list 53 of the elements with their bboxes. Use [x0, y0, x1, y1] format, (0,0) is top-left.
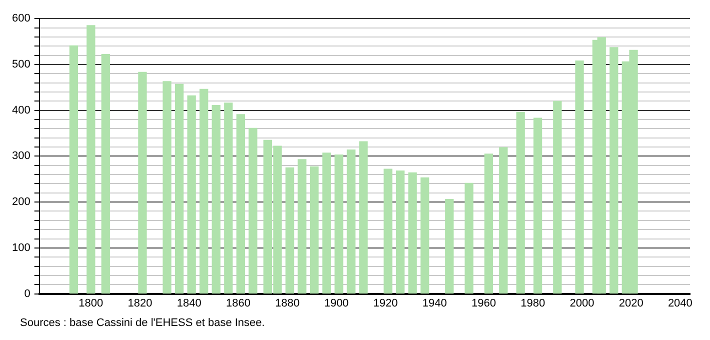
y-tick-label: 500	[12, 58, 30, 70]
y-tick-label: 400	[12, 104, 30, 116]
bar	[420, 177, 430, 294]
bar	[236, 114, 246, 294]
source-note: Sources : base Cassini de l'EHESS et base Insee.	[20, 317, 266, 329]
x-tick-label: 1840	[176, 297, 202, 310]
bar	[575, 60, 584, 294]
bar	[499, 147, 508, 294]
bar	[212, 104, 220, 294]
bar	[224, 102, 233, 294]
bar	[322, 152, 331, 294]
x-tick-label: 2020	[618, 297, 644, 310]
bar	[408, 172, 417, 294]
y-tick-label: 300	[12, 150, 30, 162]
x-tick-label: 1880	[275, 297, 300, 310]
bar	[384, 168, 392, 294]
x-tick-label: 1920	[373, 297, 398, 310]
bar	[187, 95, 196, 294]
bar	[310, 166, 319, 294]
bar	[484, 154, 493, 294]
bar	[101, 54, 110, 294]
bar	[533, 118, 542, 294]
bar	[248, 128, 258, 294]
bar	[69, 45, 78, 294]
bar	[285, 167, 294, 294]
bar	[334, 154, 344, 294]
bar	[138, 72, 147, 294]
bar	[516, 112, 525, 294]
x-tick-label: 1960	[472, 297, 496, 310]
bar	[86, 25, 96, 294]
y-tick-label: 100	[12, 242, 30, 254]
x-tick-label: 1800	[78, 297, 104, 310]
x-tick-label: 1980	[520, 297, 546, 310]
bar	[445, 198, 454, 294]
bar	[200, 88, 208, 294]
bar	[359, 141, 368, 294]
bar	[396, 170, 405, 294]
bar	[174, 84, 184, 294]
x-tick-label: 2040	[668, 297, 692, 310]
x-tick-label: 1900	[324, 297, 349, 310]
x-tick-label: 1940	[422, 297, 447, 310]
bar	[162, 81, 172, 294]
x-tick-label: 1860	[226, 297, 250, 310]
bar	[346, 149, 356, 294]
bar	[298, 159, 306, 294]
bar	[610, 47, 618, 294]
y-tick-label: 0	[24, 288, 30, 300]
bar	[464, 182, 474, 294]
bar	[553, 100, 562, 294]
y-tick-label: 600	[12, 12, 30, 25]
y-tick-label: 200	[12, 196, 30, 208]
x-tick-label: 1820	[128, 297, 152, 310]
x-tick-label: 2000	[570, 297, 594, 310]
